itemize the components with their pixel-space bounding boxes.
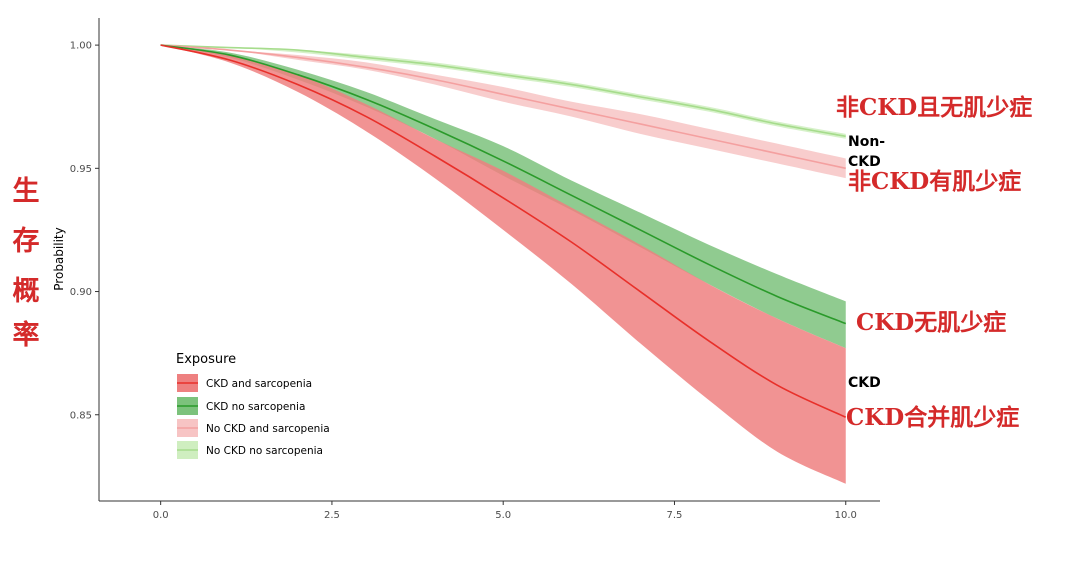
anno-ckd-1: CKD xyxy=(848,154,881,170)
x-tick-label: 10.0 xyxy=(835,510,857,521)
legend-title: Exposure xyxy=(176,352,236,367)
legend: Exposure CKD and sarcopenia CKD no sarcop… xyxy=(176,352,330,459)
x-tick-label: 7.5 xyxy=(667,510,683,521)
x-tick-label: 0.0 xyxy=(153,510,169,521)
anno-ckd-nosarc: CKD无肌少症 xyxy=(856,309,1006,336)
anno-ckd-2: CKD xyxy=(848,375,881,391)
y-tick-label: 1.00 xyxy=(70,41,92,52)
legend-label-no-ckd-and-sarcopenia: No CKD and sarcopenia xyxy=(206,423,330,435)
side-label-char: 概 xyxy=(13,276,40,307)
line-no-ckd-and-sarcopenia xyxy=(160,44,846,170)
side-label-char: 率 xyxy=(13,319,40,351)
y-ticks: 0.85 0.90 0.95 1.00 xyxy=(70,41,99,421)
annotations: 非CKD且无肌少症Non-CKD非CKD有肌少症CKD无肌少症CKDCKD合并肌… xyxy=(836,94,1032,431)
x-tick-label: 5.0 xyxy=(495,510,511,521)
line-no-ckd-no-sarcopenia xyxy=(160,44,846,138)
anno-non: Non- xyxy=(848,134,885,150)
side-label-char: 存 xyxy=(13,226,40,257)
axes xyxy=(98,18,880,502)
legend-label-ckd-and-sarcopenia: CKD and sarcopenia xyxy=(206,378,312,390)
series-lines xyxy=(160,44,847,418)
anno-nockd-sarc: 非CKD有肌少症 xyxy=(848,168,1021,195)
x-ticks: 0.0 2.5 5.0 7.5 10.0 xyxy=(153,501,857,521)
x-tick-label: 2.5 xyxy=(324,510,340,521)
confidence-bands xyxy=(160,45,846,484)
band-ckd-and-sarcopenia xyxy=(160,45,846,484)
side-label-char: 生 xyxy=(13,176,40,207)
line-ckd-and-sarcopenia xyxy=(160,44,847,418)
y-tick-label: 0.90 xyxy=(70,287,92,298)
band-ckd-no-sarcopenia xyxy=(160,45,846,349)
anno-ckd-sarc: CKD合并肌少症 xyxy=(846,404,1019,431)
y-axis-label: Probability xyxy=(52,227,66,290)
legend-label-ckd-no-sarcopenia: CKD no sarcopenia xyxy=(206,401,305,413)
line-ckd-no-sarcopenia xyxy=(160,44,847,325)
y-tick-label: 0.95 xyxy=(70,164,92,175)
y-tick-label: 0.85 xyxy=(70,410,92,421)
legend-label-no-ckd-no-sarcopenia: No CKD no sarcopenia xyxy=(206,445,323,457)
anno-nockd-nosarc: 非CKD且无肌少症 xyxy=(836,94,1032,121)
